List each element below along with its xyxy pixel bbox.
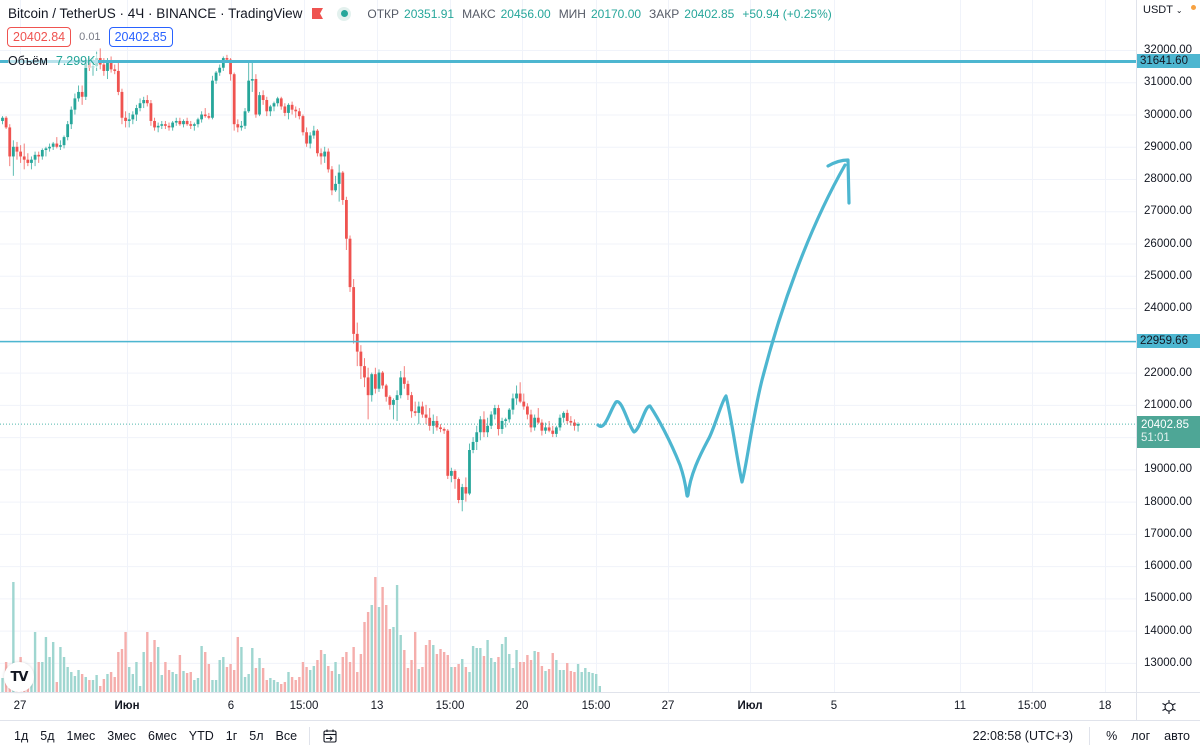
price-tick-label: 30000.00: [1144, 108, 1192, 121]
range-button-Все[interactable]: Все: [275, 728, 298, 743]
grid-lines: [0, 0, 1136, 692]
open-label: ОТКР: [367, 6, 400, 21]
range-button-1д[interactable]: 1д: [14, 728, 29, 743]
time-tick-label: 18: [1098, 700, 1112, 712]
volume-value: 7.299K: [55, 54, 96, 68]
date-range-buttons: 1д 5д 1мес 3мес 6мес YTD 1г 5л Все: [0, 729, 297, 743]
candlestick-chart[interactable]: [0, 0, 1136, 692]
high-value: 20456.00: [500, 6, 551, 21]
price-tick-label: 18000.00: [1144, 495, 1192, 508]
time-tick-label: 15:00: [289, 700, 319, 712]
low-value: 20170.00: [590, 6, 642, 21]
price-tick-label: 26000.00: [1144, 237, 1192, 250]
time-tick-label: 6: [227, 700, 235, 712]
price-tick-label: 32000.00: [1144, 44, 1192, 56]
range-button-3мес[interactable]: 3мес: [107, 728, 136, 743]
price-tick-label: 19000.00: [1144, 463, 1192, 476]
price-tick-label: 22000.00: [1144, 366, 1192, 379]
time-tick-label: 5: [830, 700, 838, 712]
market-open-status-icon: [337, 6, 352, 21]
symbol-title[interactable]: Bitcoin / TetherUS · 4Ч · BINANCE · Trad…: [8, 6, 303, 21]
time-tick-label: 27: [13, 700, 27, 712]
price-scale[interactable]: USDT ⌄ 32000.00 31000.00 30000.00 29000.00 2…: [1136, 0, 1200, 692]
price-tick-label: 31000.00: [1144, 76, 1192, 89]
open-value: 20351.91: [404, 6, 455, 21]
last-price-tag: 20402.85 51:01: [1137, 416, 1200, 449]
spread-value: 0.01: [79, 31, 101, 43]
symbol-legend: Bitcoin / TetherUS · 4Ч · BINANCE · Trad…: [8, 6, 835, 21]
sell-price-button[interactable]: 20402.84: [7, 27, 72, 47]
time-tick-label: Июн: [114, 700, 140, 712]
go-to-date-calendar-icon[interactable]: [322, 728, 338, 744]
flag-icon[interactable]: [312, 8, 324, 19]
percent-scale-toggle[interactable]: %: [1106, 728, 1118, 743]
time-tick-label: 27: [661, 700, 675, 712]
time-tick-label: 13: [370, 700, 384, 712]
low-label: МИН: [558, 6, 586, 21]
time-tick-label: 15:00: [1017, 700, 1047, 712]
bottom-toolbar: 1д 5д 1мес 3мес 6мес YTD 1г 5л Все 22:08:58 (UTC…: [0, 720, 1200, 750]
range-button-1мес[interactable]: 1мес: [66, 728, 96, 743]
candles: [1, 48, 580, 512]
volume-bars: [1, 577, 601, 692]
close-value: 20402.85: [684, 6, 735, 21]
change-value: +50.94 (+0.25%): [742, 6, 832, 21]
price-tick-label: 24000.00: [1144, 302, 1192, 315]
gear-icon: [1161, 699, 1176, 714]
range-button-5л[interactable]: 5л: [249, 728, 264, 743]
price-tick-label: 14000.00: [1144, 624, 1192, 637]
volume-legend[interactable]: Объём 7.299K: [8, 54, 99, 68]
high-label: МАКС: [462, 6, 496, 21]
level-tag-lower[interactable]: 22959.66: [1137, 333, 1200, 348]
tradingview-logo-icon[interactable]: TV: [4, 662, 34, 692]
range-button-5д[interactable]: 5д: [40, 728, 55, 743]
price-tick-label: 13000.00: [1144, 656, 1192, 669]
time-tick-label: 11: [954, 700, 966, 712]
auto-scale-toggle[interactable]: авто: [1164, 728, 1190, 743]
notification-dot-icon: [1191, 5, 1196, 10]
price-tick-label: 25000.00: [1144, 269, 1192, 282]
log-scale-toggle[interactable]: лог: [1131, 728, 1151, 743]
toolbar-divider: [309, 726, 311, 745]
close-label: ЗАКР: [649, 6, 680, 21]
clock-timezone[interactable]: 22:08:58 (UTC+3): [972, 728, 1074, 743]
price-tick-label: 27000.00: [1144, 205, 1192, 218]
range-button-6мес[interactable]: 6мес: [148, 728, 177, 743]
price-tick-label: 17000.00: [1144, 527, 1192, 540]
range-button-1г[interactable]: 1г: [225, 728, 238, 743]
level-tag-upper[interactable]: 31641.60: [1137, 53, 1200, 68]
chart-settings-button[interactable]: [1136, 692, 1200, 720]
price-tick-label: 15000.00: [1144, 592, 1192, 605]
price-tick-label: 29000.00: [1144, 140, 1192, 153]
buy-price-button[interactable]: 20402.85: [108, 27, 173, 47]
currency-label: USDT: [1143, 4, 1173, 16]
volume-label: Объём: [8, 54, 48, 68]
ohlc-values: ОТКР 20351.91 МАКС 20456.00 МИН 20170.00 ЗА…: [367, 7, 834, 21]
chevron-down-icon: ⌄: [1175, 6, 1183, 15]
time-tick-label: Июл: [737, 700, 763, 712]
time-tick-label: 15:00: [581, 700, 611, 712]
toolbar-divider: [1089, 726, 1091, 745]
price-tick-label: 21000.00: [1144, 398, 1192, 411]
range-button-YTD[interactable]: YTD: [188, 728, 214, 743]
currency-selector[interactable]: USDT ⌄: [1143, 4, 1183, 16]
chart-pane[interactable]: Bitcoin / TetherUS · 4Ч · BINANCE · Trad…: [0, 0, 1136, 692]
time-scale[interactable]: 27 Июн 6 15:00 13 15:00 20 15:00 27 Июл 5 11 15:00 18: [0, 692, 1136, 720]
price-tick-label: 16000.00: [1144, 560, 1192, 573]
time-tick-label: 15:00: [435, 700, 465, 712]
trade-buttons: 20402.84 0.01 20402.85: [7, 27, 173, 47]
last-price-value: 20402.85: [1141, 419, 1189, 432]
bar-countdown: 51:01: [1141, 432, 1170, 445]
projection-arrow-drawing[interactable]: [596, 158, 851, 498]
time-tick-label: 20: [515, 700, 529, 712]
price-tick-label: 28000.00: [1144, 173, 1192, 186]
